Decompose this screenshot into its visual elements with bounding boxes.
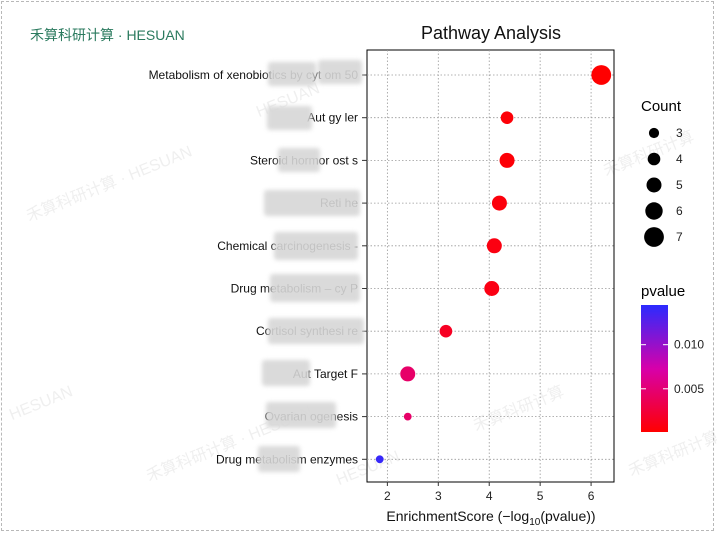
size-legend-label: 3 [676, 126, 683, 140]
size-legend-dot [644, 227, 664, 247]
redaction-patch [278, 148, 320, 172]
data-point [484, 281, 500, 296]
x-tick-label: 2 [384, 489, 391, 503]
redaction-patch [262, 360, 310, 386]
color-legend-label: 0.005 [674, 382, 704, 396]
data-point [400, 366, 416, 382]
size-legend-dot [647, 152, 661, 166]
data-point [403, 412, 412, 421]
x-tick-label: 4 [486, 489, 493, 503]
data-points [375, 65, 612, 464]
redaction-patch [266, 402, 336, 428]
color-legend-label: 0.010 [674, 338, 704, 352]
data-point [375, 455, 384, 464]
chart-title: Pathway Analysis [421, 23, 561, 43]
data-point [439, 324, 453, 338]
x-axis-ticks: 2 3 4 5 6 [384, 482, 595, 503]
x-axis-label-subscript: 10 [529, 517, 541, 528]
data-point [591, 65, 612, 85]
size-legend-label: 7 [676, 230, 683, 244]
x-tick-label: 6 [588, 489, 595, 503]
redaction-patch [264, 190, 360, 216]
size-legend-label: 5 [676, 178, 683, 192]
brand-watermark: 禾算科研计算 · HESUAN [30, 27, 185, 43]
x-axis-label-suffix: (pvalue)) [540, 508, 595, 524]
color-legend-title: pvalue [641, 283, 685, 300]
size-legend-dot [645, 202, 663, 220]
size-legend-label: 6 [676, 204, 683, 218]
x-axis-label: EnrichmentScore (−log10(pvalue)) [386, 508, 595, 528]
data-point [499, 152, 515, 168]
redaction-patch [268, 318, 364, 344]
data-point [491, 195, 507, 211]
redaction-patch [318, 60, 362, 84]
plot-panel [366, 49, 615, 483]
redaction-patch [274, 232, 358, 260]
size-legend-title: Count [641, 98, 682, 115]
size-legend-dot [646, 177, 662, 193]
category-label: Aut gy ler [307, 111, 358, 125]
data-point [486, 238, 502, 254]
redaction-patch [258, 446, 300, 472]
redaction-patch [268, 62, 316, 86]
color-legend-ticks: 0.010 0.005 [641, 338, 704, 396]
size-legend: 3 4 5 6 7 [644, 126, 683, 247]
color-legend-bar [641, 305, 668, 432]
size-legend-label: 4 [676, 152, 683, 166]
x-tick-label: 3 [435, 489, 442, 503]
x-tick-label: 5 [537, 489, 544, 503]
size-legend-dot [648, 127, 660, 139]
redaction-patch [270, 274, 360, 302]
x-axis-label-prefix: EnrichmentScore (−log [386, 508, 529, 524]
redaction-patch [267, 106, 312, 130]
data-point [500, 111, 514, 124]
